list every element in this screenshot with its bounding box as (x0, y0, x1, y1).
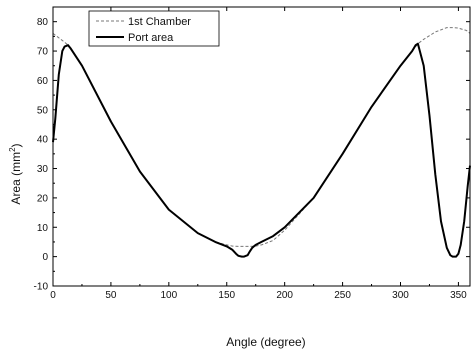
y-tick-label: 30 (37, 164, 49, 175)
legend-label-1st-chamber: 1st Chamber (128, 16, 191, 28)
x-tick-label: 200 (276, 290, 293, 301)
x-axis-ticks: 0 50 100 150 200 250 300 350 (50, 7, 467, 301)
x-tick-label: 100 (160, 290, 177, 301)
y-tick-label: -10 (34, 282, 49, 293)
y-tick-label: 60 (37, 76, 49, 87)
legend-label-port-area: Port area (128, 32, 174, 44)
y-tick-label: 20 (37, 193, 49, 204)
x-tick-label: 150 (218, 290, 235, 301)
plot-frame (52, 6, 471, 287)
y-axis-title: Area (mm2) (8, 143, 23, 204)
y-tick-label: 70 (37, 47, 49, 58)
y-tick-label: 50 (37, 105, 49, 116)
y-axis-ticks: -10 0 10 20 30 40 50 60 70 80 (34, 17, 470, 293)
series-line-1st-chamber (52, 27, 471, 247)
y-axis-title-superscript: 2 (8, 147, 17, 152)
y-axis-title-main: Area (mm (9, 152, 23, 205)
series-lines (52, 27, 471, 258)
legend: 1st Chamber Port area (88, 10, 220, 47)
x-tick-label: 350 (450, 290, 467, 301)
y-axis-title-group: Area (mm2) (8, 143, 23, 204)
legend-box (88, 10, 220, 47)
y-tick-label: 0 (42, 252, 48, 263)
x-axis-title: Angle (degree) (226, 335, 305, 349)
x-tick-label: 0 (50, 290, 56, 301)
y-tick-label: 10 (37, 223, 49, 234)
y-tick-label: 80 (37, 17, 49, 28)
y-tick-label: 40 (37, 135, 49, 146)
x-tick-label: 50 (105, 290, 117, 301)
x-tick-label: 300 (392, 290, 409, 301)
x-tick-label: 250 (334, 290, 351, 301)
series-line-port-area (52, 42, 471, 258)
y-axis-title-close: ) (9, 143, 23, 147)
